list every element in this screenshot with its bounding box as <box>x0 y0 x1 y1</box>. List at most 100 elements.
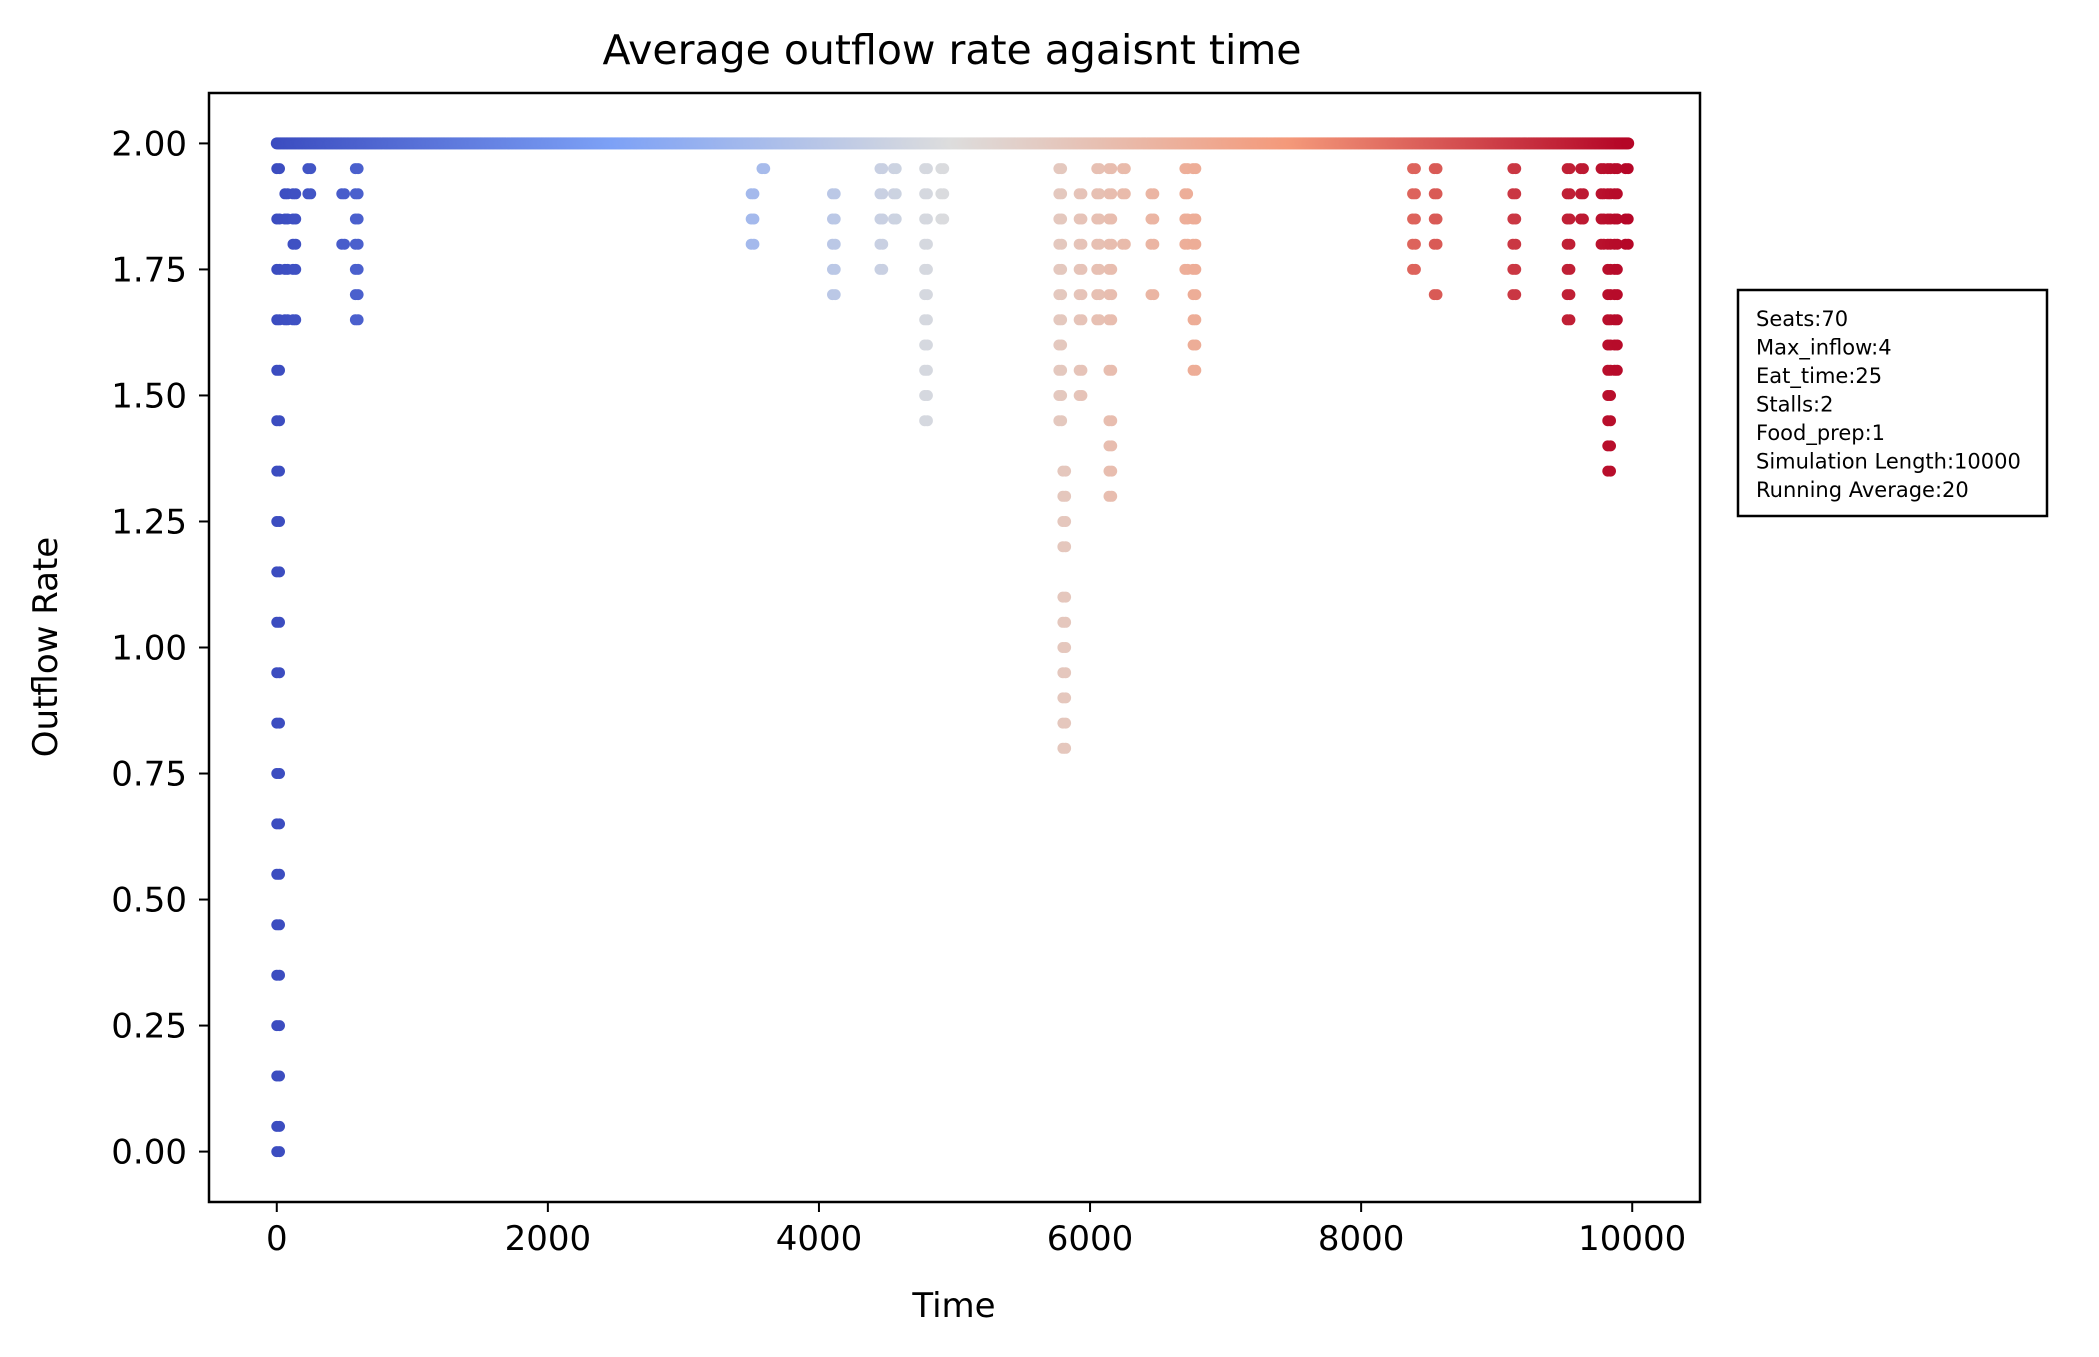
data-point <box>1190 213 1202 225</box>
data-point <box>1577 188 1589 200</box>
data-point <box>1605 415 1616 427</box>
data-point <box>1094 289 1105 301</box>
data-point <box>352 238 364 250</box>
data-point <box>1611 238 1623 250</box>
data-point <box>274 919 285 931</box>
data-point <box>921 390 933 401</box>
data-point <box>1056 213 1068 225</box>
data-point <box>1056 263 1068 275</box>
data-point <box>339 188 350 200</box>
data-point <box>921 263 933 275</box>
data-point <box>1510 163 1522 175</box>
data-point <box>1190 238 1202 250</box>
data-point <box>274 868 285 880</box>
data-point <box>274 717 285 729</box>
data-point <box>1106 213 1118 225</box>
data-point <box>1409 238 1421 250</box>
data-point <box>1056 314 1068 326</box>
data-point <box>1076 263 1088 275</box>
data-point <box>921 188 933 200</box>
data-point <box>877 163 889 175</box>
data-point <box>1106 440 1118 452</box>
data-point <box>1056 390 1068 401</box>
data-point <box>1510 238 1522 250</box>
data-point <box>748 213 760 225</box>
data-point <box>1611 339 1623 351</box>
data-point <box>1106 364 1118 376</box>
data-point <box>1106 415 1118 427</box>
x-axis: 0 2000 4000 6000 8000 10000 <box>266 1202 1686 1259</box>
data-point <box>890 188 902 200</box>
data-point <box>890 163 902 175</box>
data-point <box>1431 289 1443 301</box>
data-point <box>274 768 285 779</box>
data-point <box>1190 364 1202 376</box>
data-point <box>1564 163 1576 175</box>
data-point <box>352 289 364 301</box>
data-point <box>352 263 364 275</box>
data-point <box>1148 188 1160 200</box>
data-point <box>1564 289 1576 301</box>
data-point <box>1076 188 1088 200</box>
data-point <box>352 188 364 200</box>
data-point <box>1431 238 1443 250</box>
scatter-points <box>270 137 1635 1158</box>
data-point <box>274 364 285 376</box>
data-point <box>1622 238 1634 250</box>
data-point <box>290 314 302 326</box>
data-point <box>1106 314 1118 326</box>
data-point <box>829 263 841 275</box>
data-point <box>274 516 285 527</box>
data-point <box>829 213 841 225</box>
data-point <box>921 238 933 250</box>
data-point <box>1060 742 1072 754</box>
data-point <box>1060 541 1072 553</box>
data-point <box>305 188 317 200</box>
data-point <box>274 616 285 628</box>
data-point <box>1056 289 1068 301</box>
data-point <box>1106 263 1118 275</box>
data-point <box>1060 516 1072 527</box>
data-point <box>1431 188 1443 200</box>
data-point <box>1094 238 1105 250</box>
data-point <box>1409 263 1421 275</box>
y-tick-label: 1.75 <box>111 250 187 290</box>
data-point <box>274 1020 285 1032</box>
data-point <box>1409 163 1421 175</box>
y-tick-label: 1.25 <box>111 502 187 542</box>
data-point <box>1605 390 1616 401</box>
data-point <box>921 364 933 376</box>
data-point <box>1611 213 1623 225</box>
data-point <box>1510 188 1522 200</box>
data-point <box>1060 692 1072 704</box>
data-point <box>1119 188 1131 200</box>
info-box-line: Running Average:20 <box>1756 478 1969 502</box>
data-point <box>290 263 302 275</box>
y-tick-label: 0.75 <box>111 755 187 795</box>
data-point <box>1190 289 1202 301</box>
x-axis-label: Time <box>911 1286 995 1326</box>
x-tick-label: 6000 <box>1047 1219 1134 1259</box>
data-point <box>1564 188 1576 200</box>
data-point <box>1060 717 1072 729</box>
x-tick-label: 2000 <box>505 1219 592 1259</box>
data-point <box>748 238 760 250</box>
data-point <box>1564 314 1576 326</box>
data-point <box>1190 163 1202 175</box>
data-point <box>1060 642 1072 653</box>
data-point <box>1622 163 1634 175</box>
data-point <box>921 289 933 301</box>
data-point <box>290 213 302 225</box>
data-point <box>1611 289 1623 301</box>
data-point <box>1106 163 1118 175</box>
data-point <box>877 238 889 250</box>
data-point <box>1060 591 1072 603</box>
info-box-frame <box>1736 288 2049 518</box>
data-point <box>1076 289 1088 301</box>
parameter-info-box: Seats:70 Max_inflow:4 Eat_time:25 Stalls:2 F… <box>1736 288 2049 518</box>
y-tick-label: 2.00 <box>111 124 187 164</box>
y-tick-label: 0.50 <box>111 881 187 921</box>
data-point <box>1577 213 1589 225</box>
